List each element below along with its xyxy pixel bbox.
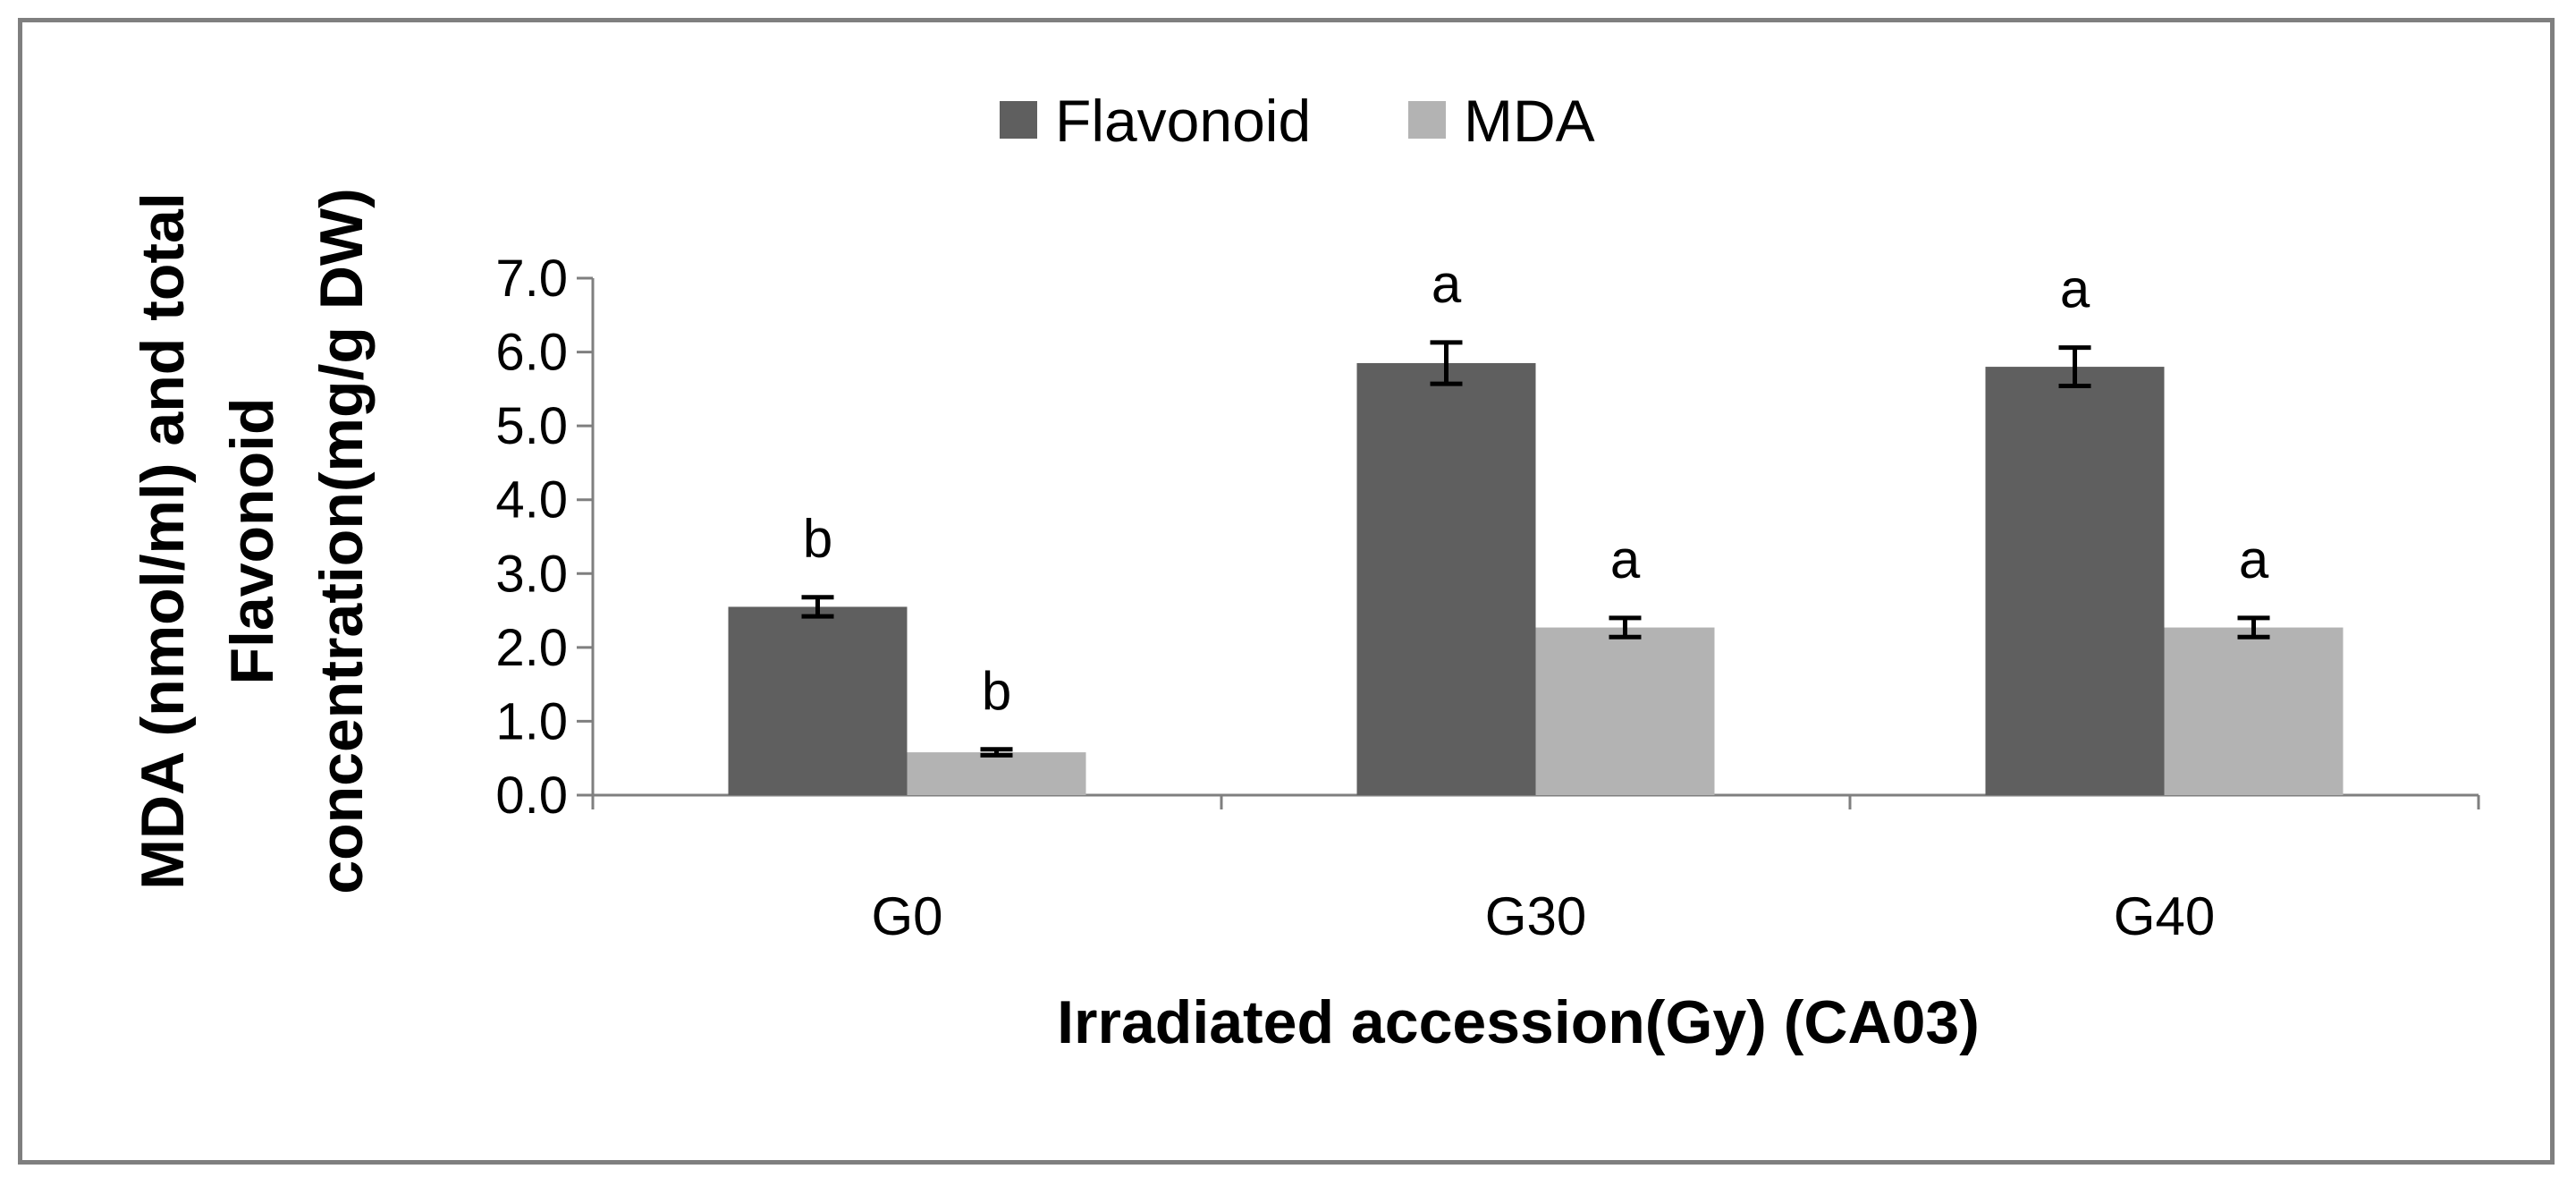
y-axis: 0.0 1.0 2.0 3.0 4.0 5.0 6.0 7.0 bbox=[495, 250, 595, 825]
bar-mda-g30 bbox=[1535, 627, 1715, 795]
bar-flavonoid-g0 bbox=[728, 606, 908, 795]
y-tick-label: 7.0 bbox=[495, 250, 568, 308]
significance-label-mda-g0: b bbox=[982, 661, 1011, 721]
x-axis: G0 G30 G40 bbox=[591, 793, 2480, 946]
legend-swatch-mda bbox=[1408, 101, 1446, 139]
bar-mda-g40 bbox=[2164, 627, 2344, 795]
legend-swatch-flavonoid bbox=[1000, 101, 1037, 139]
y-axis-title-line-1: MDA (nmol/ml) and total bbox=[129, 192, 197, 889]
legend-label-flavonoid: Flavonoid bbox=[1055, 88, 1311, 154]
x-tick-label-g30: G30 bbox=[1485, 886, 1586, 946]
y-axis-title-line-2: Flavonoid bbox=[218, 397, 286, 684]
y-tick-label: 2.0 bbox=[495, 619, 568, 677]
legend: Flavonoid MDA bbox=[1000, 88, 1595, 154]
y-tick-label: 1.0 bbox=[495, 692, 568, 750]
y-tick-label: 3.0 bbox=[495, 545, 568, 603]
bar-flavonoid-g30 bbox=[1356, 362, 1536, 795]
y-tick-label: 0.0 bbox=[495, 767, 568, 825]
significance-label-mda-g30: a bbox=[1610, 529, 1641, 589]
bars: b b a a a a bbox=[728, 254, 2344, 795]
x-axis-title: Irradiated accession(Gy) (CA03) bbox=[1057, 988, 1980, 1056]
y-axis-title-line-3: concentration(mg/g DW) bbox=[308, 188, 376, 894]
significance-label-mda-g40: a bbox=[2239, 529, 2269, 589]
bar-flavonoid-g40 bbox=[1985, 367, 2165, 795]
y-tick-label: 5.0 bbox=[495, 397, 568, 455]
legend-label-mda: MDA bbox=[1464, 88, 1595, 154]
y-tick-label: 6.0 bbox=[495, 324, 568, 382]
y-tick-label: 4.0 bbox=[495, 471, 568, 529]
y-axis-title: MDA (nmol/ml) and total Flavonoid concen… bbox=[129, 188, 376, 894]
significance-label-flavonoid-g30: a bbox=[1432, 254, 1462, 314]
significance-label-flavonoid-g0: b bbox=[803, 509, 832, 569]
bar-mda-g0 bbox=[907, 752, 1086, 795]
x-tick-label-g0: G0 bbox=[871, 886, 942, 946]
significance-label-flavonoid-g40: a bbox=[2060, 259, 2090, 319]
x-tick-label-g40: G40 bbox=[2114, 886, 2215, 946]
